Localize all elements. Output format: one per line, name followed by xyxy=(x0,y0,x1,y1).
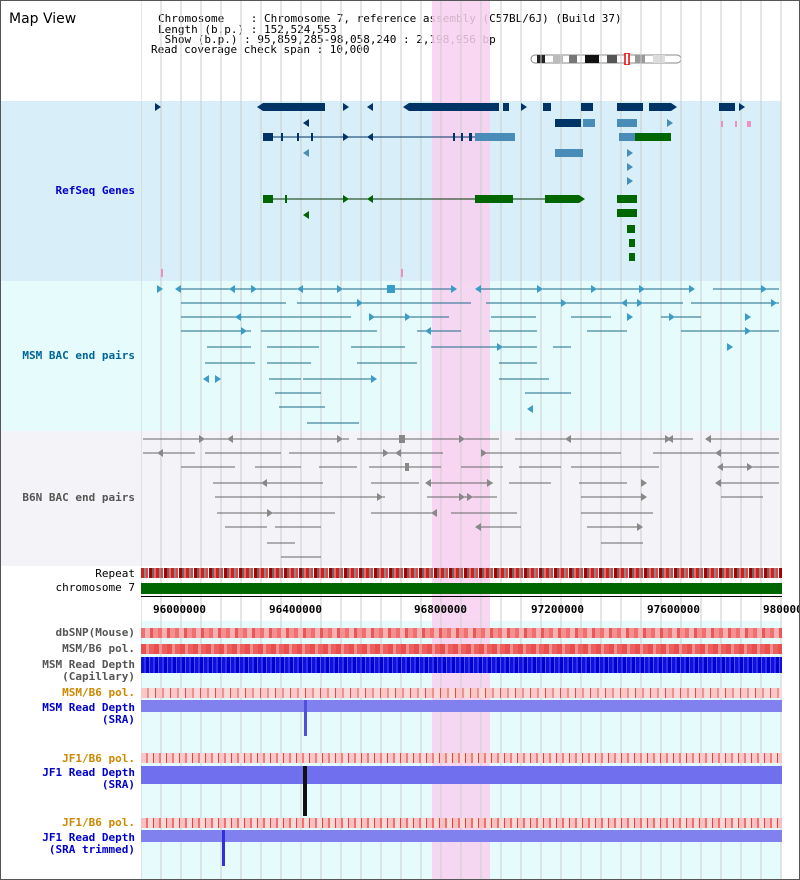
jf1-trimmed-depth-spike xyxy=(222,830,225,866)
b6n-bac-pairs-track[interactable] xyxy=(141,431,783,566)
chromosome-ideogram[interactable] xyxy=(529,53,685,65)
page-title: Map View xyxy=(9,11,77,27)
msm-b6-pol-label: MSM/B6 pol. xyxy=(62,642,135,655)
jf1-b6-pol-strip-2[interactable] xyxy=(141,818,782,828)
refseq-genes-label: RefSeq Genes xyxy=(55,184,135,197)
axis-tick-label: 97200000 xyxy=(531,603,584,616)
msm-b6-pol-strip[interactable] xyxy=(141,644,782,654)
axis-tick-label: 96800000 xyxy=(414,603,467,616)
refseq-genes-track[interactable] xyxy=(141,101,783,281)
msm-sra-depth[interactable] xyxy=(141,700,782,712)
jf1-trimmed-label: JF1 Read Depth (SRA trimmed) xyxy=(42,831,135,856)
chromosome-bar[interactable] xyxy=(141,583,782,594)
jf1-b6-pol-label: JF1/B6 pol. xyxy=(62,752,135,765)
msm-sra-depth-spike xyxy=(304,700,307,736)
jf1-b6-pol-label-2: JF1/B6 pol. xyxy=(62,816,135,829)
coverage-span-info: Read coverage check span : 10,000 xyxy=(151,43,370,56)
msm-capillary-depth[interactable] xyxy=(141,657,782,673)
jf1-sra-label: JF1 Read Depth (SRA) xyxy=(42,766,135,791)
axis-tick-label: 980000 xyxy=(763,603,800,616)
b6n-bac-label: B6N BAC end pairs xyxy=(22,491,135,504)
dbsnp-label: dbSNP(Mouse) xyxy=(55,626,135,639)
msm-bac-label: MSM BAC end pairs xyxy=(22,349,135,362)
jf1-b6-pol-strip[interactable] xyxy=(141,753,782,763)
dbsnp-heat-strip[interactable] xyxy=(141,628,782,638)
axis-tick-label: 97600000 xyxy=(647,603,700,616)
msm-b6-pol-label-2: MSM/B6 pol. xyxy=(62,686,135,699)
repeat-track[interactable] xyxy=(141,568,782,578)
msm-b6-pol-strip-2[interactable] xyxy=(141,688,782,698)
msm-bac-label-bg xyxy=(1,281,141,431)
axis-tick-label: 96400000 xyxy=(269,603,322,616)
msm-bac-pairs-track[interactable] xyxy=(141,281,783,431)
length-info: Length (b.p.) : 152,524,553 xyxy=(158,23,337,36)
axis-line xyxy=(141,596,782,597)
jf1-trimmed-depth[interactable] xyxy=(141,830,782,842)
chromosome-label: chromosome 7 xyxy=(55,581,135,594)
repeat-label: Repeat xyxy=(95,567,135,580)
vertical-grid xyxy=(141,1,782,879)
jf1-sra-depth-spike xyxy=(303,766,307,816)
axis-tick-label: 96000000 xyxy=(153,603,206,616)
b6n-bac-label-bg xyxy=(1,431,141,566)
jf1-sra-depth[interactable] xyxy=(141,766,782,784)
msm-sra-label: MSM Read Depth (SRA) xyxy=(42,701,135,726)
msm-capillary-label: MSM Read Depth (Capillary) xyxy=(42,658,135,683)
refseq-label-bg xyxy=(1,101,141,281)
